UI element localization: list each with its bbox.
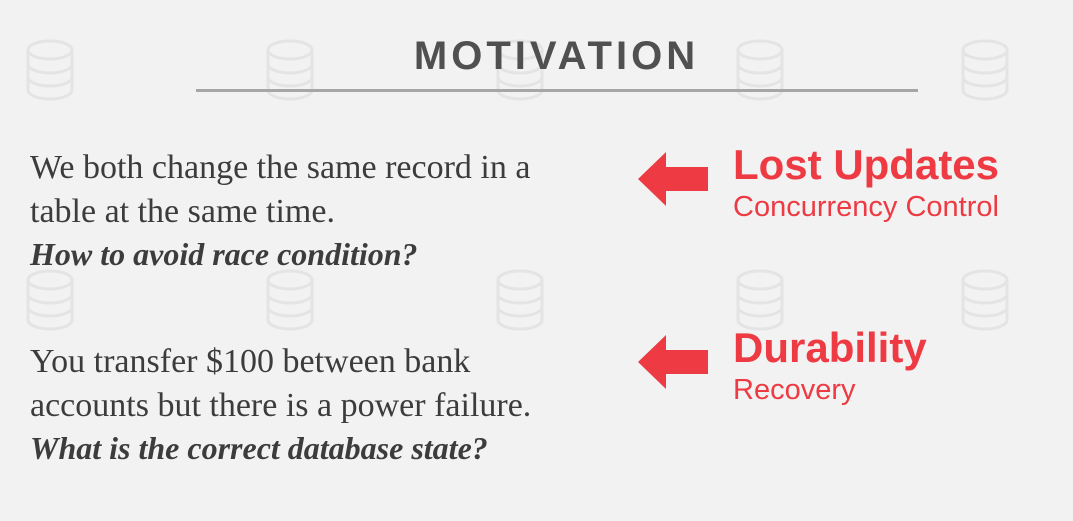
concept-title: Lost Updates bbox=[733, 141, 1000, 188]
database-icon bbox=[961, 269, 1009, 331]
database-icon bbox=[736, 269, 784, 331]
concept-subtitle: Concurrency Control bbox=[733, 191, 999, 223]
item-question: How to avoid race condition? bbox=[30, 236, 418, 272]
slide-title: MOTIVATION bbox=[413, 34, 700, 78]
title-underline bbox=[196, 89, 918, 92]
left-arrow-icon bbox=[638, 152, 708, 206]
database-icon bbox=[26, 269, 74, 331]
concept-title: Durability bbox=[733, 324, 927, 371]
concept-tag-lost-updates: Lost Updates Concurrency Control bbox=[733, 140, 999, 224]
item-text-line: accounts but there is a power failure. bbox=[30, 387, 532, 424]
database-icon bbox=[496, 269, 544, 331]
motivation-item-durability: You transfer $100 between bank accounts … bbox=[30, 340, 531, 468]
motivation-item-lost-updates: We both change the same record in a tabl… bbox=[30, 146, 530, 274]
left-arrow-icon bbox=[638, 335, 708, 389]
item-text-line: We both change the same record in a bbox=[30, 149, 531, 186]
concept-subtitle: Recovery bbox=[733, 374, 856, 406]
database-icon bbox=[266, 269, 314, 331]
item-question: What is the correct database state? bbox=[30, 430, 488, 466]
concept-tag-durability: Durability Recovery bbox=[733, 323, 927, 407]
item-text-line: table at the same time. bbox=[30, 193, 335, 230]
item-text-line: You transfer $100 between bank bbox=[30, 343, 471, 380]
